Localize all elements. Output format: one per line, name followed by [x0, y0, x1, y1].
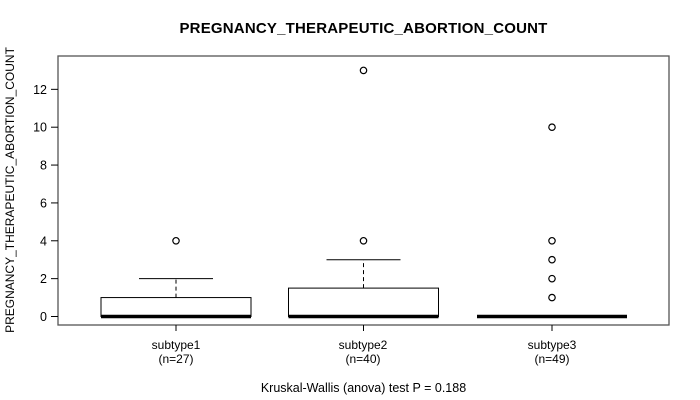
chart-title: PREGNANCY_THERAPEUTIC_ABORTION_COUNT [179, 20, 548, 37]
iqr-box [288, 287, 439, 318]
group-label: subtype2 [338, 338, 388, 352]
iqr-box [100, 297, 252, 318]
outlier-point [359, 66, 368, 75]
x-tick-label-group1: subtype1 (n=27) [91, 338, 261, 366]
group-label: subtype3 [527, 338, 577, 352]
y-tick-value: 8 [40, 159, 47, 173]
outlier-point [359, 236, 368, 245]
stat-test-caption: Kruskal-Wallis (anova) test P = 0.188 [260, 381, 467, 395]
outlier-point [172, 236, 180, 245]
y-tick-value: 0 [40, 310, 47, 324]
x-tick-label-group3: subtype3 (n=49) [467, 338, 637, 366]
y-tick-value: 4 [40, 234, 47, 248]
group-n-label: (n=40) [345, 352, 381, 366]
x-tick-label-group2: subtype2 (n=40) [278, 338, 448, 366]
outlier-point [548, 274, 556, 283]
outlier-point [548, 255, 556, 264]
group-n-label: (n=27) [158, 352, 194, 366]
outlier-point [548, 123, 556, 132]
group-n-label: (n=49) [534, 352, 570, 366]
outlier-point [548, 293, 556, 302]
y-tick-value: 12 [33, 83, 47, 97]
y-tick-value: 6 [40, 196, 47, 210]
group-label: subtype1 [151, 338, 201, 352]
y-tick-value: 2 [40, 272, 47, 286]
y-tick-value: 10 [33, 121, 47, 135]
outlier-point [548, 236, 556, 245]
